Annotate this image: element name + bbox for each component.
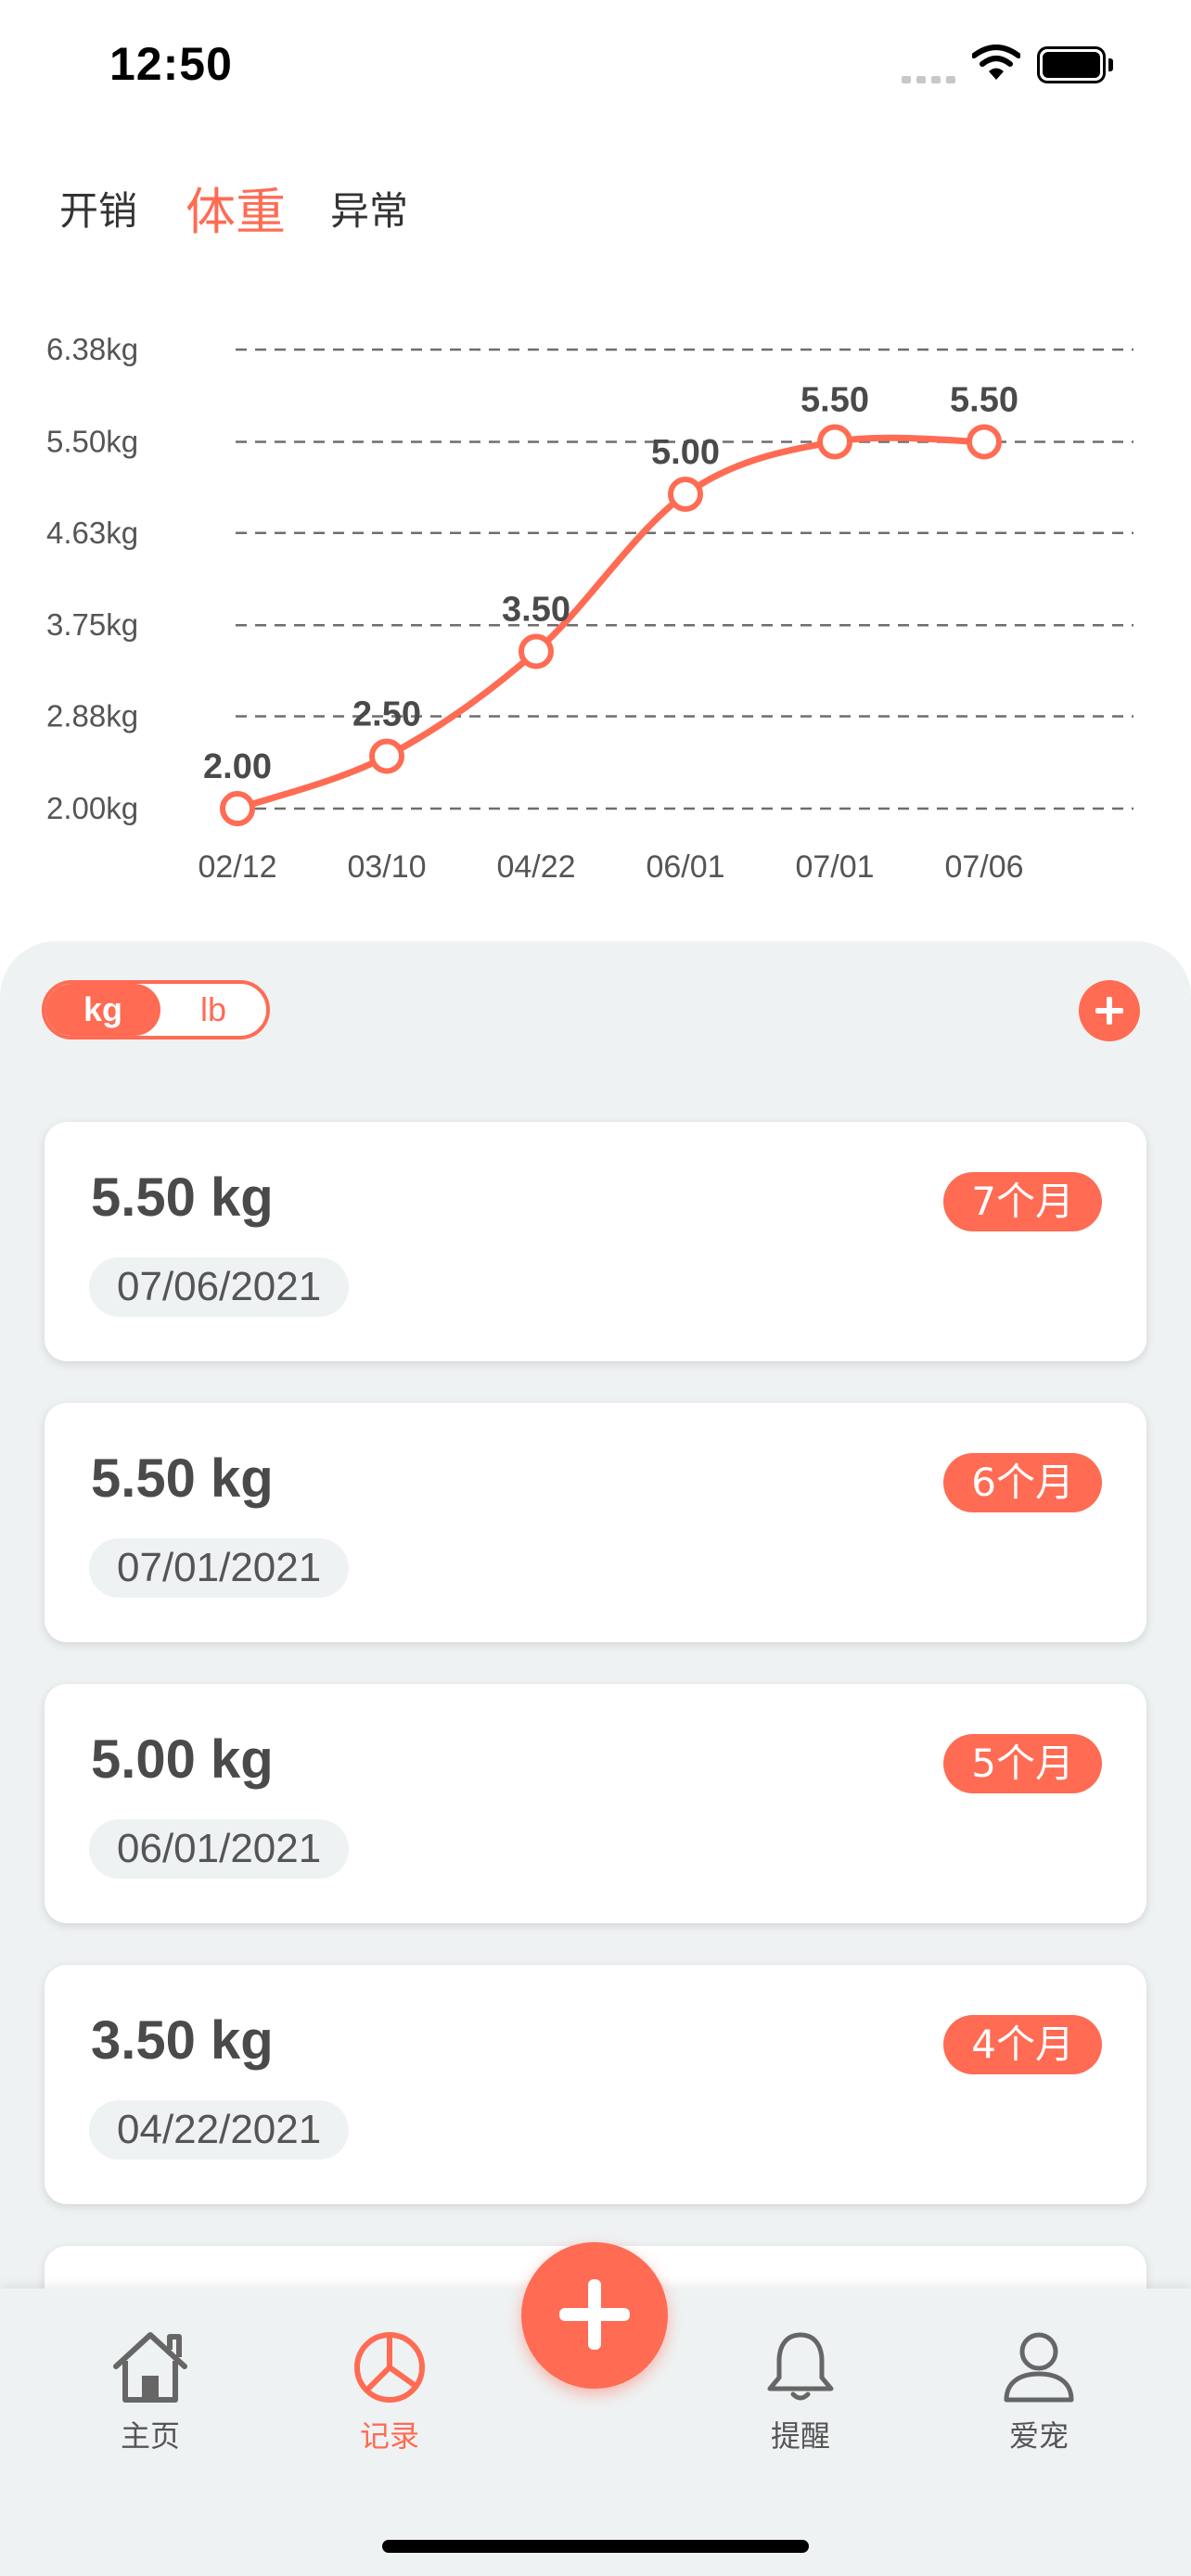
x-tick-label: 03/10	[347, 849, 426, 885]
home-icon	[113, 2332, 187, 2403]
x-tick-label: 07/01	[795, 849, 874, 885]
weight-record-card[interactable]: 5.50 kg 07/06/2021 7个月	[45, 1122, 1146, 1361]
data-label: 2.00	[203, 747, 272, 786]
data-label: 3.50	[502, 590, 570, 629]
record-weight: 5.50 kg	[91, 1448, 274, 1509]
y-tick-label: 2.88kg	[46, 699, 138, 733]
cellular-signal-icon	[902, 76, 957, 83]
data-point	[519, 633, 554, 670]
tab-abnormal[interactable]: 异常	[330, 188, 409, 234]
record-date: 04/22/2021	[89, 2100, 350, 2160]
record-weight: 5.50 kg	[91, 1167, 274, 1228]
record-date: 07/01/2021	[89, 1538, 350, 1598]
unit-kg-option[interactable]: kg	[45, 984, 160, 1036]
y-tick-label: 6.38kg	[46, 332, 138, 366]
y-tick-label: 2.00kg	[46, 791, 138, 825]
status-time: 12:50	[109, 38, 233, 90]
bell-icon	[767, 2332, 834, 2401]
home-indicator	[382, 2540, 809, 2553]
weight-record-card[interactable]: 5.00 kg 06/01/2021 5个月	[45, 1684, 1146, 1923]
record-age-badge: 7个月	[943, 1172, 1102, 1231]
nav-reminders[interactable]: 提醒	[736, 2329, 865, 2468]
data-point	[967, 424, 1002, 460]
x-tick-label: 07/06	[944, 849, 1023, 885]
x-tick-label: 06/01	[646, 849, 724, 885]
nav-pets-label: 爱宠	[1008, 2418, 1069, 2454]
data-point	[220, 791, 255, 826]
record-date: 06/01/2021	[89, 1819, 350, 1879]
weight-record-card[interactable]: 3.50 kg 04/22/2021 4个月	[45, 1965, 1146, 2204]
nav-records[interactable]: 记录	[325, 2329, 455, 2468]
y-tick-label: 5.50kg	[46, 424, 138, 458]
nav-reminders-label: 提醒	[770, 2418, 830, 2454]
battery-icon	[1037, 46, 1113, 83]
record-age-badge: 5个月	[943, 1734, 1102, 1793]
record-age-badge: 6个月	[943, 1453, 1102, 1512]
nav-pets[interactable]: 爱宠	[974, 2329, 1104, 2468]
data-point	[668, 476, 703, 512]
unit-toggle[interactable]: kg lb	[42, 980, 270, 1039]
status-bar: 12:50	[0, 0, 1191, 130]
weight-record-card[interactable]: 5.50 kg 07/01/2021 6个月	[45, 1403, 1146, 1642]
data-point	[369, 738, 404, 774]
data-label: 5.50	[800, 380, 869, 419]
user-icon	[1004, 2332, 1074, 2403]
pie-chart-icon	[354, 2332, 425, 2403]
data-point	[817, 424, 852, 460]
weight-line-chart: 2.00kg 2.88kg 3.75kg 4.63kg 5.50kg 6.38kg 02/1…	[46, 332, 1133, 885]
tab-expenses[interactable]: 开销	[59, 188, 138, 234]
nav-home[interactable]: 主页	[85, 2329, 215, 2468]
series-line	[234, 434, 988, 812]
data-label: 5.50	[950, 380, 1018, 419]
data-label: 5.00	[651, 433, 720, 472]
record-weight: 5.00 kg	[91, 1729, 274, 1790]
record-age-badge: 4个月	[943, 2015, 1102, 2074]
unit-lb-option[interactable]: lb	[199, 990, 227, 1028]
tab-weight[interactable]: 体重	[186, 183, 286, 241]
record-date: 07/06/2021	[89, 1257, 350, 1317]
y-tick-label: 4.63kg	[46, 516, 138, 550]
record-weight: 3.50 kg	[91, 2010, 274, 2071]
nav-home-label: 主页	[120, 2418, 180, 2454]
y-tick-label: 3.75kg	[46, 607, 138, 642]
x-tick-label: 02/12	[198, 849, 276, 885]
data-label: 2.50	[352, 695, 421, 733]
add-entry-fab[interactable]	[521, 2242, 668, 2389]
x-tick-label: 04/22	[496, 849, 575, 885]
wifi-icon	[972, 45, 1020, 80]
add-record-button[interactable]	[1079, 980, 1140, 1041]
nav-records-label: 记录	[359, 2418, 419, 2454]
